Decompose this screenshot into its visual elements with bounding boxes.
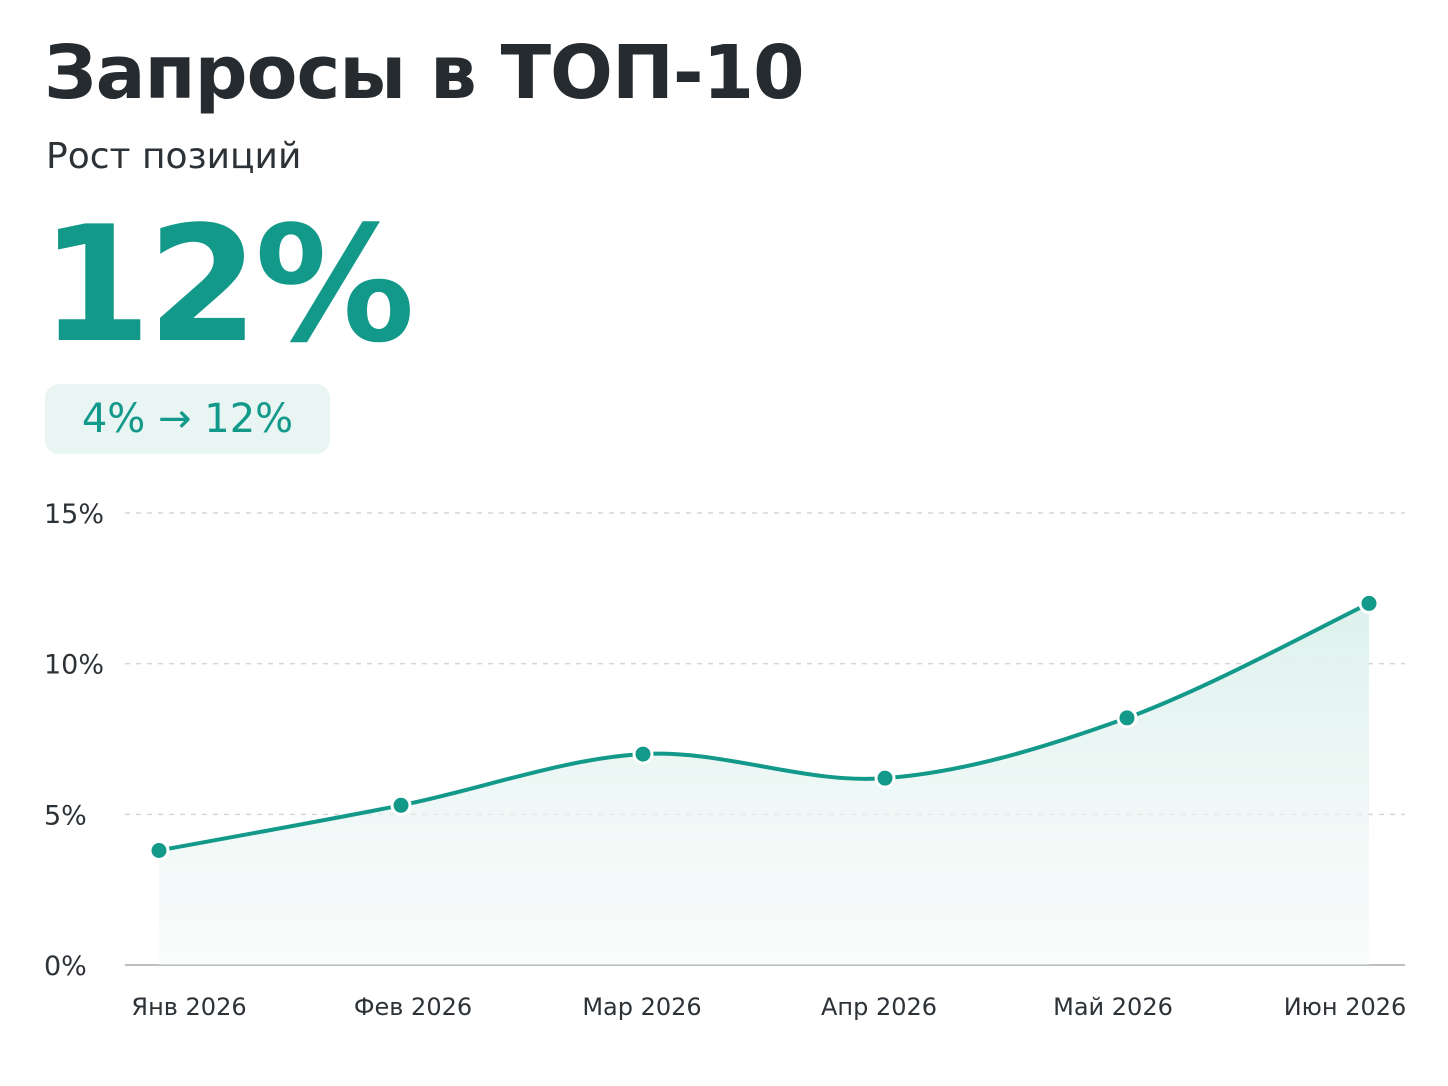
series-path [157, 601, 1371, 853]
change-badge: 4% → 12% [45, 384, 330, 454]
data-point [1116, 707, 1138, 729]
y-tick-label: 15% [44, 499, 104, 530]
data-point [874, 767, 896, 789]
page-subtitle: Рост позиций [46, 136, 302, 177]
x-tick-label: Апр 2026 [821, 993, 937, 1021]
change-badge-label: 4% → 12% [81, 396, 294, 442]
data-point [1358, 592, 1380, 614]
x-tick-label: Фев 2026 [354, 993, 472, 1021]
y-axis-labels: 0% 5% 10% 15% [44, 499, 104, 982]
x-tick-label: Май 2026 [1053, 993, 1173, 1021]
series-area [159, 603, 1369, 965]
series-line [157, 601, 1371, 853]
data-point [148, 839, 170, 861]
x-tick-label: Мар 2026 [582, 993, 701, 1021]
data-points [148, 592, 1380, 861]
area-fill [159, 603, 1369, 965]
x-tick-label: Янв 2026 [131, 993, 246, 1021]
x-tick-label: Июн 2026 [1284, 993, 1407, 1021]
data-point [632, 743, 654, 765]
x-axis-labels: Янв 2026 Фев 2026 Мар 2026 Апр 2026 Май 2026… [131, 993, 1406, 1021]
y-tick-label: 5% [44, 800, 87, 831]
data-point [390, 794, 412, 816]
page-title: Запросы в ТОП-10 [44, 30, 805, 116]
y-tick-label: 0% [44, 951, 87, 982]
kpi-value: 12% [40, 191, 415, 378]
y-tick-label: 10% [44, 650, 104, 681]
